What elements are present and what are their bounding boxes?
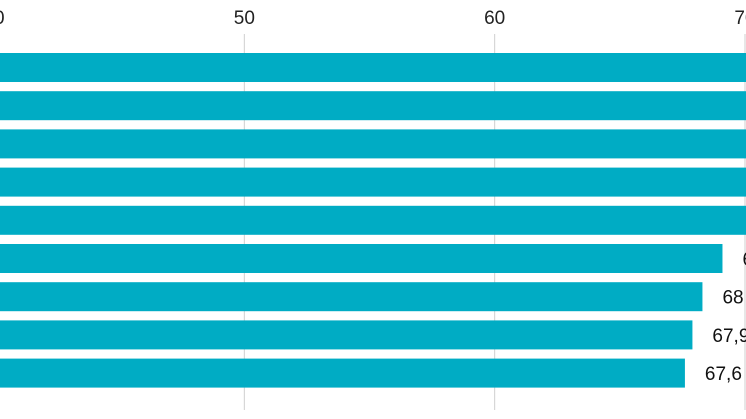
x-tick-label-2: 60 xyxy=(484,8,505,29)
x-tick-label-0: 40 xyxy=(0,8,5,29)
bar-value-label-8: 67,6 xyxy=(705,364,742,385)
bar-0 xyxy=(0,53,746,82)
bar-3 xyxy=(0,167,746,197)
bar-7 xyxy=(0,320,693,350)
bars xyxy=(0,53,746,388)
bar-1 xyxy=(0,91,746,121)
bar-value-label-6: 68 xyxy=(722,288,743,309)
bar-5 xyxy=(0,244,723,273)
x-tick-label-3: 70 xyxy=(734,8,746,29)
bar-6 xyxy=(0,282,703,312)
x-tick-label-1: 50 xyxy=(234,8,255,29)
data-labels: 6 68 67,9 67,6 xyxy=(705,250,746,386)
bar-2 xyxy=(0,129,746,159)
bar-value-label-5: 6 xyxy=(742,250,746,271)
bar-value-label-7: 67,9 xyxy=(712,326,746,347)
x-axis-ticks: 40 50 60 70 xyxy=(0,8,746,29)
bar-4 xyxy=(0,205,746,235)
bar-8 xyxy=(0,358,685,388)
